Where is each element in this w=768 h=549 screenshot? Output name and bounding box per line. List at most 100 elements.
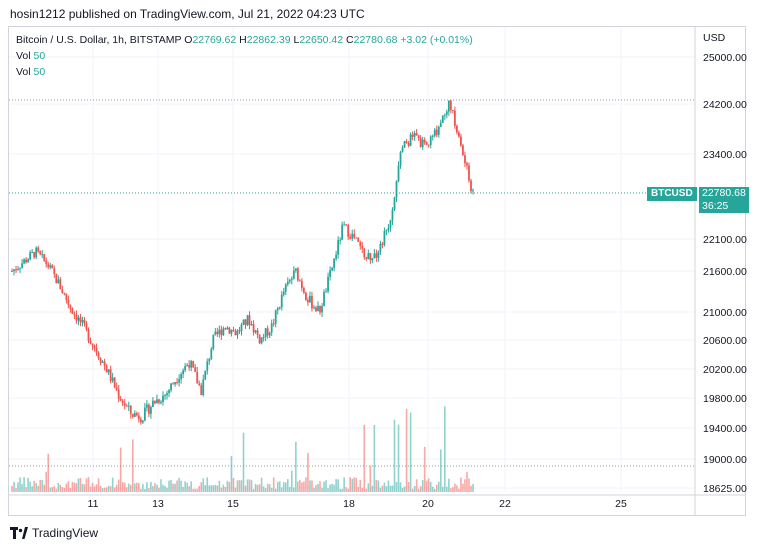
volume-bar [208,485,211,492]
volume-bar [367,483,370,492]
volume-bar [83,484,86,492]
candle-body [369,253,372,261]
candle-body [139,419,142,423]
volume-bar [327,488,329,492]
candle-body [313,307,315,309]
candle-body [131,413,134,417]
volume-row-1[interactable]: Vol 50 [16,48,473,64]
candle-body [244,319,247,326]
volume-bar [125,487,128,492]
volume-bar [174,483,176,492]
candle-body [77,317,80,321]
volume-bar [45,471,48,492]
candle-body [133,413,136,417]
candle-body [329,270,331,277]
candle-body [381,243,384,245]
volume-bar [468,478,470,492]
x-tick-label: 15 [227,498,239,510]
volume-bar [331,483,333,492]
candle-body [264,328,267,338]
close-value: 22780.68 [353,34,398,46]
candle-body [319,306,321,313]
candle-body [453,110,456,126]
candle-body [365,257,368,260]
volume-bar [425,480,428,492]
candle-body [363,248,366,258]
volume-label: Vol [16,50,31,62]
volume-row-2[interactable]: Vol 50 [16,64,473,80]
volume-value-2: 50 [33,66,46,78]
candle-body [290,278,293,280]
candle-body [75,314,78,321]
candle-body [194,367,197,372]
y-tick-label: 20200.00 [703,364,747,376]
volume-bar [15,488,17,492]
volume-bar [363,424,366,492]
candle-body [268,332,271,336]
volume-bar [460,477,462,492]
y-tick-label: 21600.00 [703,266,747,278]
volume-bar [345,487,347,492]
volume-bar [146,482,148,492]
candle-body [164,395,166,397]
candle-body [198,383,201,386]
candle-body [224,328,227,330]
candle-body [311,295,313,309]
footer-brand[interactable]: TradingView [10,526,98,540]
volume-bar [337,479,339,492]
candle-body [43,254,46,261]
candle-body [11,271,13,272]
candle-body [228,327,231,334]
volume-bar [270,487,273,492]
candle-body [216,331,219,335]
candle-body [168,390,170,394]
volume-bar [99,485,102,492]
candle-body [232,329,235,332]
volume-bar [456,485,458,492]
volume-bar [254,483,257,492]
volume-bar [329,484,331,492]
volume-bar [321,487,323,492]
volume-bar [470,485,472,492]
candle-body [458,132,460,137]
volume-bar [379,487,382,492]
last-price-box: 22780.68 36:25 [699,187,749,213]
volume-bar [452,487,454,492]
volume-bar [210,485,213,492]
volume-bar [383,482,386,492]
candle-body [417,135,420,138]
y-tick-label: 24200.00 [703,99,747,111]
volume-bar [395,481,398,492]
candle-body [29,252,32,260]
volume-bar [37,485,39,492]
candle-body [176,382,178,384]
candle-body [349,236,352,239]
candle-body [333,258,335,268]
volume-bar [107,485,110,492]
volume-bar [349,477,352,492]
currency-label: USD [703,32,726,44]
volume-bar [427,478,430,492]
volume-bar [220,487,223,492]
volume-bar [23,477,25,492]
volume-bar [73,482,76,492]
volume-bar [111,477,114,492]
candle-body [401,147,404,153]
open-value: 22769.62 [192,34,237,46]
candle-body [25,259,27,263]
candle-body [397,165,400,182]
volume-bar [19,477,21,492]
volume-bar [11,486,13,492]
candle-body [204,370,207,380]
close-label: C [346,34,354,46]
volume-bar [369,465,372,492]
volume-bar [113,487,116,492]
volume-bar [49,487,52,492]
volume-bar [256,484,259,492]
volume-bar [168,480,170,492]
candle-body [236,330,239,336]
volume-bar [97,478,100,492]
volume-bar [266,483,269,492]
candle-body [317,306,319,312]
